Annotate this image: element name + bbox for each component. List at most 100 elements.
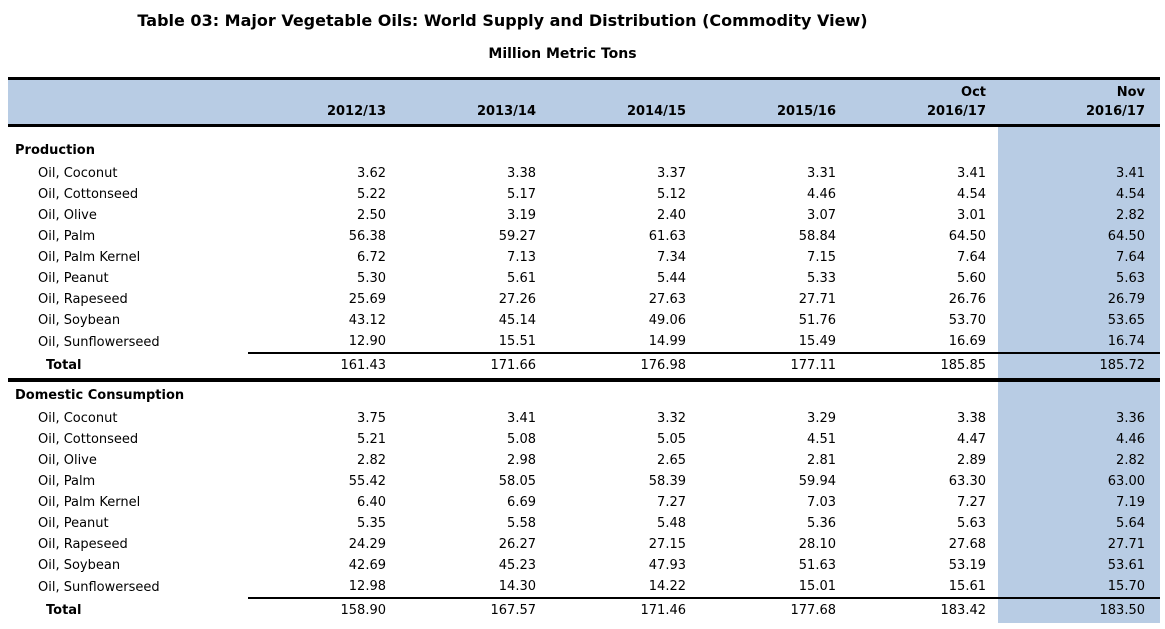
section-header: Domestic Consumption [15,388,185,403]
value-cell: 28.10 [798,537,836,552]
section-empty-cell [248,137,398,163]
column-header-month [248,83,386,102]
total-value: 171.66 [398,353,548,382]
value-cell: 4.47 [957,432,986,447]
row-label: Oil, Peanut [38,271,109,286]
value-cell: 47.93 [648,558,686,573]
table-row: Oil, Cottonseed 5.22 5.17 5.12 4.46 4.54 4.54 [8,184,1160,205]
header-row: 2012/13 2013/14 2014/15 2015/16 Oct 2016/17 No… [8,78,1160,126]
table-row: Oil, Sunflowerseed 12.98 14.30 14.22 15.01 15… [8,576,1160,599]
row-label: Oil, Palm [38,474,96,489]
table-row: Oil, Sunflowerseed 12.90 15.51 14.99 15.49 16… [8,331,1160,354]
row-label: Oil, Palm Kernel [38,250,141,265]
table-row: Oil, Rapeseed 24.29 26.27 27.15 28.10 27.68 27… [8,534,1160,555]
value-cell: 12.90 [248,331,398,354]
value-cell: 15.61 [848,576,998,599]
value-cell: 5.21 [357,432,386,447]
value-cell: 7.34 [657,250,686,265]
row-label: Oil, Soybean [38,313,121,328]
value-cell: 59.27 [498,229,536,244]
value-cell: 5.35 [357,516,386,531]
table-row: Oil, Olive 2.82 2.98 2.65 2.81 2.89 2.82 [8,450,1160,471]
spacer-cell [848,126,998,138]
value-cell: 27.15 [648,537,686,552]
value-cell: 5.05 [657,432,686,447]
column-header-month: Oct [961,85,986,100]
value-cell: 15.49 [698,331,848,354]
value-cell: 53.61 [998,555,1160,576]
value-cell: 16.69 [848,331,998,354]
row-label: Oil, Palm Kernel [38,495,141,510]
total-value: 185.72 [998,353,1160,382]
total-label: Total [46,602,82,618]
section-empty-cell [998,137,1160,163]
value-cell: 3.41 [957,166,986,181]
value-cell: 27.71 [998,534,1160,555]
section-empty-cell [548,137,698,163]
row-label: Oil, Sunflowerseed [38,334,160,350]
value-cell: 6.72 [357,250,386,265]
value-cell: 5.60 [957,271,986,286]
table-row: Oil, Soybean 43.12 45.14 49.06 51.76 53.70 53.… [8,310,1160,331]
section-empty-cell [698,137,848,163]
value-cell: 14.22 [548,576,698,599]
value-cell: 26.76 [948,292,986,307]
table-row: Oil, Olive 2.50 3.19 2.40 3.07 3.01 2.82 [8,205,1160,226]
value-cell: 51.76 [798,313,836,328]
value-cell: 3.32 [657,411,686,426]
column-header-month [548,83,686,102]
value-cell: 7.64 [957,250,986,265]
column-header: 2012/13 [248,78,398,126]
column-header-year: 2013/14 [476,104,536,119]
row-label: Oil, Rapeseed [38,292,128,307]
value-cell: 5.08 [507,432,536,447]
value-cell: 4.51 [807,432,836,447]
spacer-cell [998,125,1160,137]
value-cell: 55.42 [348,474,386,489]
value-cell: 2.50 [357,208,386,223]
column-header: 2015/16 [698,78,848,126]
value-cell: 56.38 [348,229,386,244]
value-cell: 27.63 [648,292,686,307]
value-cell: 3.36 [998,408,1160,429]
total-value: 183.50 [998,598,1160,623]
table-row: Oil, Palm Kernel 6.72 7.13 7.34 7.15 7.64 7.64 [8,247,1160,268]
section-empty-cell [848,137,998,163]
value-cell: 7.27 [957,495,986,510]
spacer-cell [8,126,248,138]
value-cell: 3.29 [807,411,836,426]
column-header-month: Nov [1116,85,1145,100]
value-cell: 45.23 [498,558,536,573]
table-subtitle: Million Metric Tons [488,46,637,62]
column-header-year: 2016/17 [1085,104,1145,119]
row-label: Oil, Cottonseed [38,187,139,202]
value-cell: 3.41 [507,411,536,426]
value-cell: 53.19 [948,558,986,573]
table-row: Oil, Palm 56.38 59.27 61.63 58.84 64.50 64.50 [8,226,1160,247]
row-label: Oil, Coconut [38,166,118,181]
value-cell: 5.61 [507,271,536,286]
value-cell: 63.00 [998,471,1160,492]
column-header-month [698,83,836,102]
value-cell: 5.63 [998,268,1160,289]
value-cell: 6.40 [357,495,386,510]
total-value: 171.46 [640,603,687,618]
table-row: Oil, Soybean 42.69 45.23 47.93 51.63 53.19 53.… [8,555,1160,576]
section-empty-cell [998,380,1160,408]
section-row: Production [8,137,1160,163]
value-cell: 14.99 [548,331,698,354]
column-header: Oct 2016/17 [848,78,998,126]
commodity-table: 2012/13 2013/14 2014/15 2015/16 Oct 2016/17 No… [8,77,1160,623]
section-empty-cell [248,380,398,408]
spacer-cell [398,126,548,138]
value-cell: 2.65 [657,453,686,468]
value-cell: 26.27 [498,537,536,552]
value-cell: 15.70 [998,576,1160,599]
table-row: Oil, Peanut 5.30 5.61 5.44 5.33 5.60 5.63 [8,268,1160,289]
value-cell: 5.22 [357,187,386,202]
value-cell: 49.06 [648,313,686,328]
value-cell: 27.71 [798,292,836,307]
total-value: 167.57 [490,603,537,618]
row-label: Oil, Cottonseed [38,432,139,447]
value-cell: 42.69 [348,558,386,573]
